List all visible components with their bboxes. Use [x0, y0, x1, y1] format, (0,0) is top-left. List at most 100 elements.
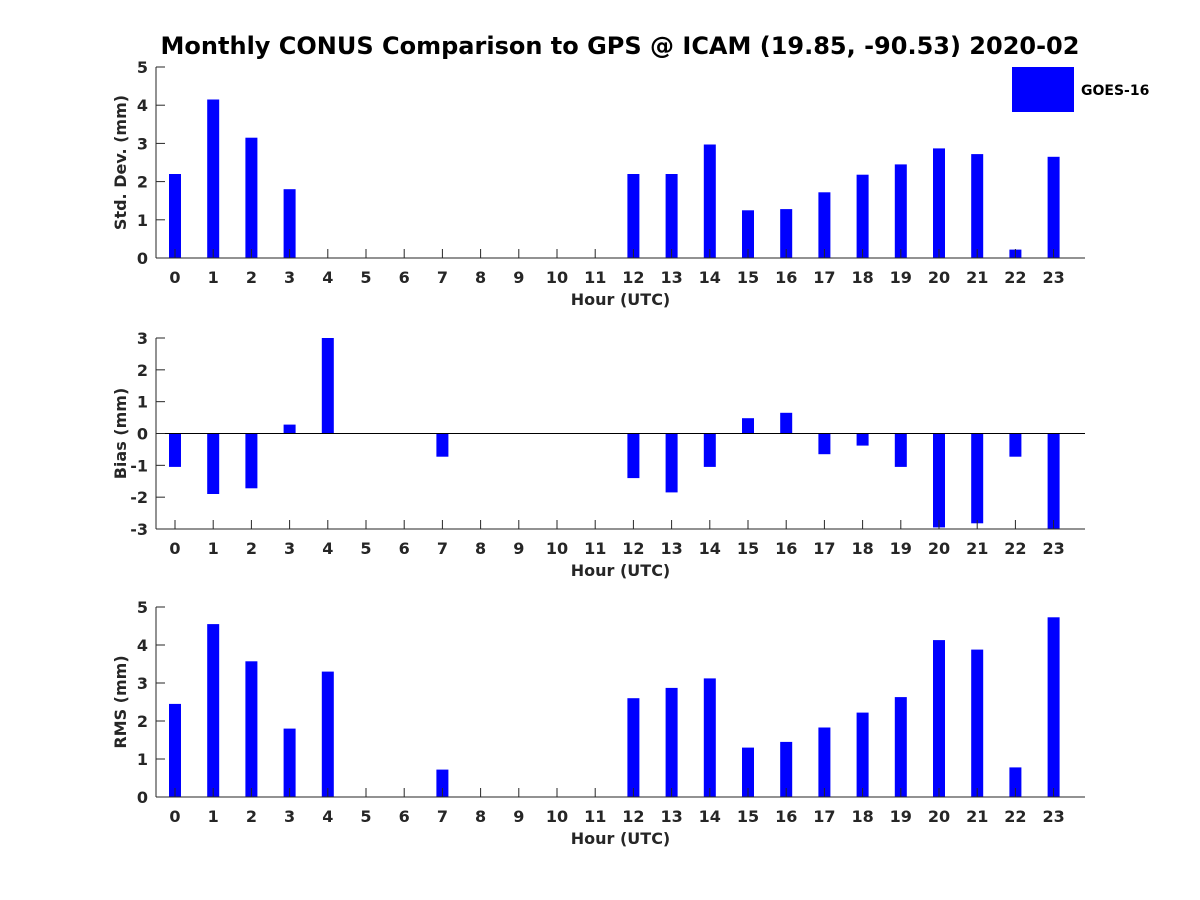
bias-x-tick-label: 14 [699, 539, 721, 558]
rms-x-tick-label: 19 [890, 807, 912, 826]
rms-x-axis-label: Hour (UTC) [571, 829, 671, 848]
std-dev-bar [856, 174, 869, 258]
bias-x-tick-label: 20 [928, 539, 950, 558]
std-dev-x-tick-label: 6 [399, 268, 410, 287]
bias-y-tick-label: 1 [137, 393, 148, 412]
rms-x-tick-label: 2 [246, 807, 257, 826]
std-dev-x-tick-label: 17 [813, 268, 835, 287]
rms-bar [627, 698, 640, 797]
bias-x-tick-label: 15 [737, 539, 759, 558]
bias-x-tick-label: 19 [890, 539, 912, 558]
rms-x-tick-label: 13 [660, 807, 682, 826]
rms-bar [780, 741, 793, 797]
bias-y-tick-label: 3 [137, 329, 148, 348]
rms-bar [856, 712, 869, 797]
rms-x-tick-label: 0 [169, 807, 180, 826]
rms-bar [436, 769, 449, 797]
std-dev-y-tick-label: 4 [137, 96, 148, 115]
bias-x-tick-label: 9 [513, 539, 524, 558]
rms-x-tick-label: 6 [399, 807, 410, 826]
bias-x-tick-label: 12 [622, 539, 644, 558]
bias-bar [818, 433, 831, 455]
rms-bar [283, 728, 296, 797]
rms-x-tick-label: 3 [284, 807, 295, 826]
bias-x-tick-label: 2 [246, 539, 257, 558]
std-dev-bar [894, 164, 907, 258]
std-dev-x-tick-label: 14 [699, 268, 721, 287]
std-dev-bar [703, 144, 716, 258]
rms-x-tick-label: 15 [737, 807, 759, 826]
std-dev-bar [742, 210, 754, 259]
rms-y-axis-label: RMS (mm) [111, 655, 130, 748]
rms-x-tick-label: 12 [622, 807, 644, 826]
bias-x-tick-label: 13 [660, 539, 682, 558]
rms-bar [665, 687, 678, 797]
rms-x-tick-label: 22 [1004, 807, 1026, 826]
rms-bar [818, 727, 831, 797]
rms-x-tick-label: 11 [584, 807, 606, 826]
rms-x-tick-label: 4 [322, 807, 333, 826]
bias-bar [627, 433, 640, 479]
std-dev-y-tick-label: 2 [137, 173, 148, 192]
bias-bar [665, 433, 678, 493]
rms-bar [894, 697, 907, 797]
std-dev-x-tick-label: 13 [660, 268, 682, 287]
bias-x-tick-label: 22 [1004, 539, 1026, 558]
bias-y-axis-label: Bias (mm) [111, 388, 130, 480]
legend-swatch [1012, 67, 1074, 112]
std-dev-x-tick-label: 4 [322, 268, 333, 287]
bias-x-tick-label: 16 [775, 539, 797, 558]
std-dev-bar [169, 174, 181, 258]
std-dev-x-tick-label: 11 [584, 268, 606, 287]
rms-x-tick-label: 14 [699, 807, 721, 826]
bias-x-tick-label: 6 [399, 539, 410, 558]
rms-x-tick-label: 5 [360, 807, 371, 826]
rms-x-tick-label: 9 [513, 807, 524, 826]
rms-bar [207, 624, 220, 797]
std-dev-x-tick-label: 18 [851, 268, 873, 287]
bias-x-tick-label: 21 [966, 539, 988, 558]
std-dev-y-axis-label: Std. Dev. (mm) [111, 95, 130, 230]
rms-y-tick-label: 2 [137, 712, 148, 731]
bias-y-tick-label: 0 [137, 425, 148, 444]
std-dev-y-tick-label: 5 [137, 58, 148, 77]
bias-bar [933, 433, 945, 528]
bias-bar [856, 433, 869, 446]
rms-bar [742, 747, 754, 797]
std-dev-x-tick-label: 8 [475, 268, 486, 287]
bias-bars [169, 338, 1060, 529]
std-dev-bar [665, 174, 678, 258]
bias-x-tick-label: 7 [437, 539, 448, 558]
bias-bar [780, 412, 793, 434]
rms-x-tick-label: 23 [1042, 807, 1064, 826]
bias-bar [321, 338, 334, 434]
rms-x-tick-label: 20 [928, 807, 950, 826]
rms-x-tick-label: 18 [851, 807, 873, 826]
bias-bar [283, 424, 296, 434]
std-dev-y-tick-label: 0 [137, 249, 148, 268]
std-dev-x-tick-label: 19 [890, 268, 912, 287]
bias-bar [436, 433, 449, 457]
std-dev-bar [933, 148, 945, 258]
chart-title: Monthly CONUS Comparison to GPS @ ICAM (… [161, 32, 1080, 60]
std-dev-bar [627, 174, 640, 258]
bias-x-tick-label: 18 [851, 539, 873, 558]
rms-bar [169, 703, 181, 797]
bias-x-tick-label: 1 [208, 539, 219, 558]
bias-x-tick-label: 23 [1042, 539, 1064, 558]
std-dev-x-tick-label: 3 [284, 268, 295, 287]
std-dev-x-axis-label: Hour (UTC) [571, 290, 671, 309]
std-dev-bar [1047, 156, 1060, 258]
rms-y-tick-label: 4 [137, 636, 148, 655]
bias-x-tick-label: 10 [546, 539, 568, 558]
rms-x-tick-label: 7 [437, 807, 448, 826]
bias-y-tick-label: -1 [130, 456, 148, 475]
bias-bar [207, 433, 220, 494]
std-dev-bar [818, 192, 831, 258]
